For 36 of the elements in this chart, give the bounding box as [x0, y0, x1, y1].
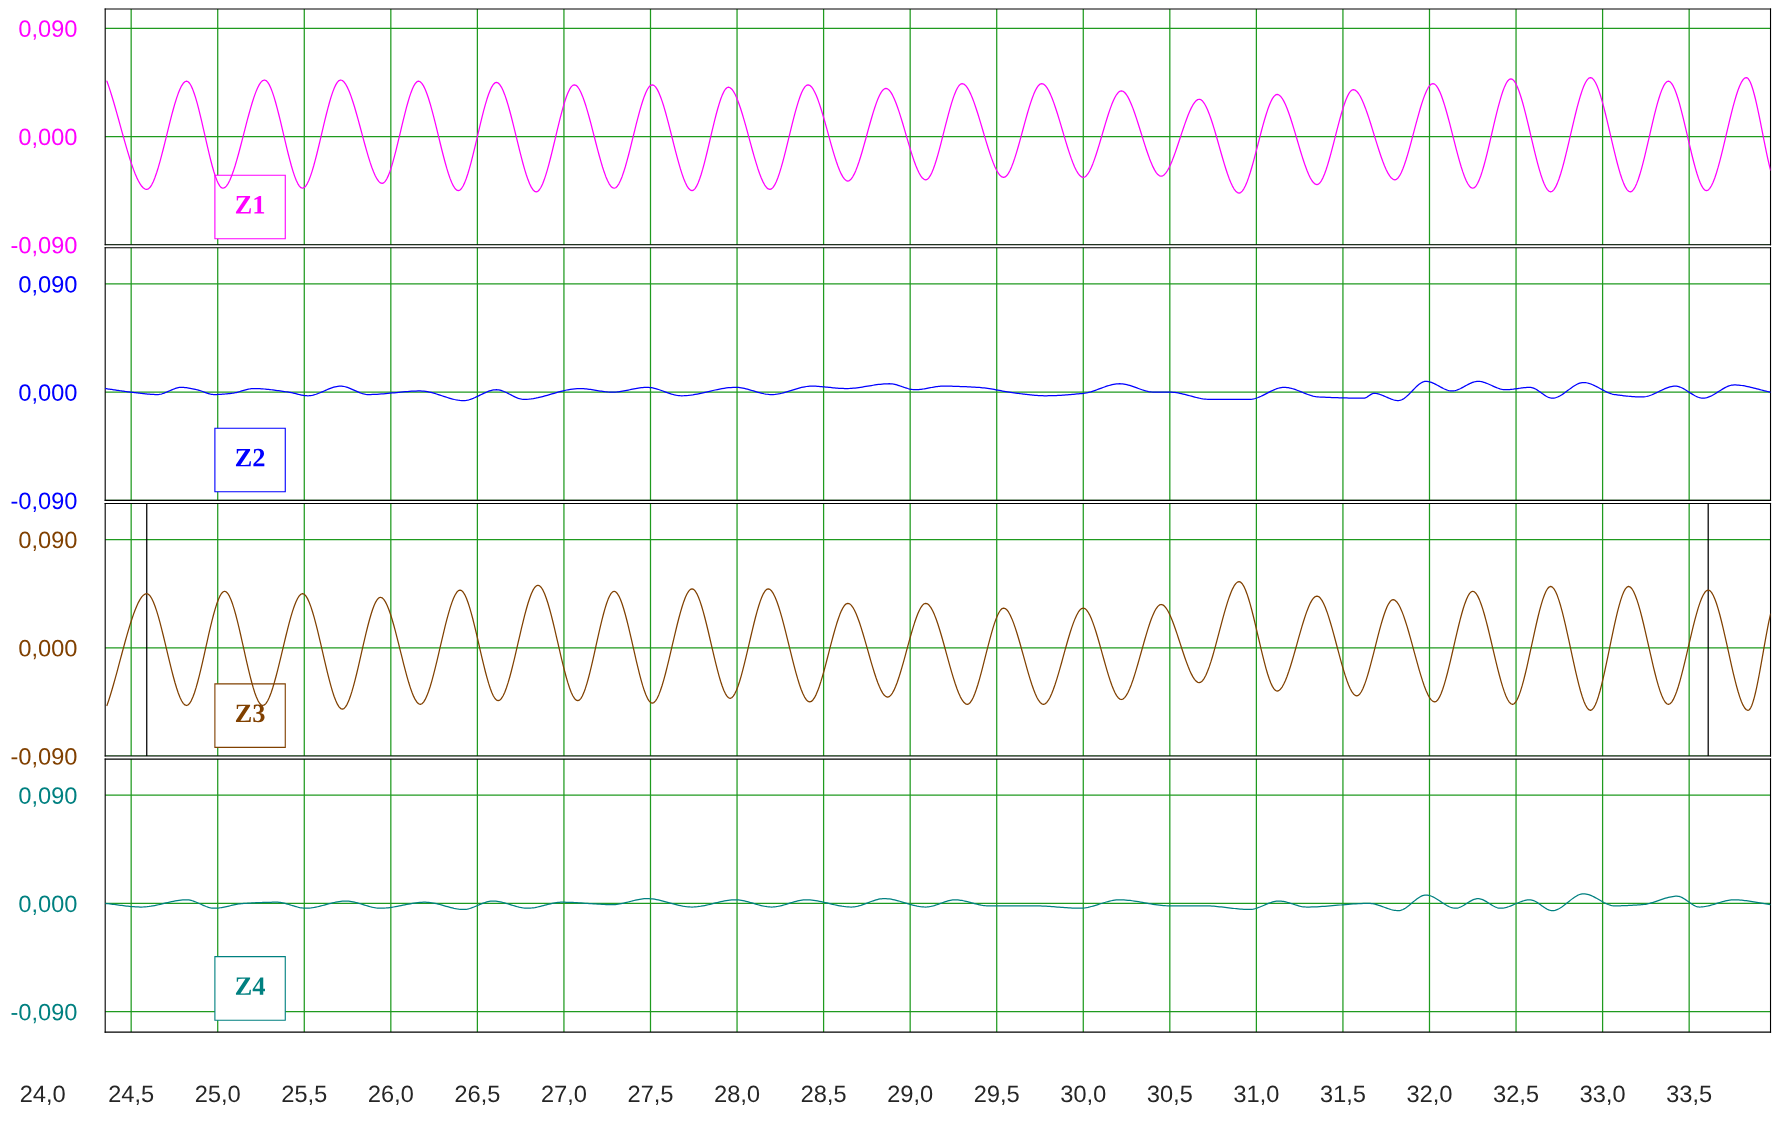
- series-label: Z3: [235, 704, 265, 723]
- x-tick-label: 29,5: [974, 1085, 1019, 1106]
- x-tick-label: 27,5: [628, 1085, 673, 1106]
- x-tick-label: 30,0: [1061, 1085, 1106, 1106]
- y-tick-label: -0,090: [11, 748, 77, 768]
- y-tick-label: 0,090: [19, 531, 77, 552]
- x-tick-label: 32,0: [1407, 1085, 1452, 1106]
- y-tick-label: -0,090: [11, 236, 77, 257]
- x-tick-label: 33,5: [1667, 1085, 1712, 1106]
- x-tick-label: 32,5: [1493, 1085, 1539, 1106]
- x-tick-label: 26,0: [369, 1085, 413, 1106]
- x-tick-label: 27,0: [542, 1085, 586, 1106]
- x-tick-label: 24,5: [109, 1085, 154, 1106]
- x-tick-label: 33,0: [1580, 1085, 1625, 1106]
- y-tick-label: -0,090: [11, 1003, 77, 1024]
- y-tick-label: 0,000: [19, 384, 77, 404]
- x-tick-label: 31,5: [1320, 1085, 1365, 1106]
- x-tick-label: 31,0: [1234, 1085, 1279, 1106]
- x-tick-label: 28,5: [801, 1085, 846, 1106]
- y-tick-label: 0,000: [19, 895, 77, 915]
- x-tick-label: 28,0: [715, 1085, 760, 1106]
- x-tick-label: 26,5: [455, 1085, 500, 1106]
- y-tick-label: 0,090: [19, 275, 77, 296]
- y-tick-label: 0,000: [19, 128, 77, 149]
- y-tick-label: 0,090: [19, 20, 77, 40]
- text: 24,0: [20, 1085, 65, 1106]
- x-tick-label: 25,0: [195, 1085, 240, 1106]
- series-label: Z1: [235, 195, 265, 214]
- y-tick-label: 0,000: [19, 639, 77, 660]
- y-tick-label: -0,090: [11, 492, 77, 512]
- x-tick-label: 25,5: [282, 1085, 327, 1106]
- x-tick-label: 29,0: [888, 1085, 933, 1106]
- text: Z4: [235, 977, 265, 995]
- text: Z2: [235, 448, 265, 467]
- x-tick-label: 30,5: [1147, 1085, 1192, 1106]
- y-tick-label: 0,090: [19, 787, 77, 807]
